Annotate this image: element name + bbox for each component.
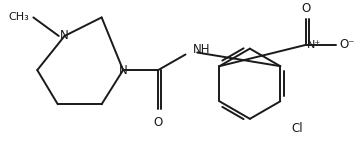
Text: N⁺: N⁺ <box>307 40 321 50</box>
Text: NH: NH <box>193 43 211 56</box>
Text: N: N <box>119 64 127 77</box>
Text: O: O <box>302 2 311 16</box>
Text: O: O <box>153 116 163 129</box>
Text: CH₃: CH₃ <box>9 12 29 22</box>
Text: Cl: Cl <box>292 122 303 135</box>
Text: N: N <box>60 29 69 42</box>
Text: O⁻: O⁻ <box>340 38 355 51</box>
